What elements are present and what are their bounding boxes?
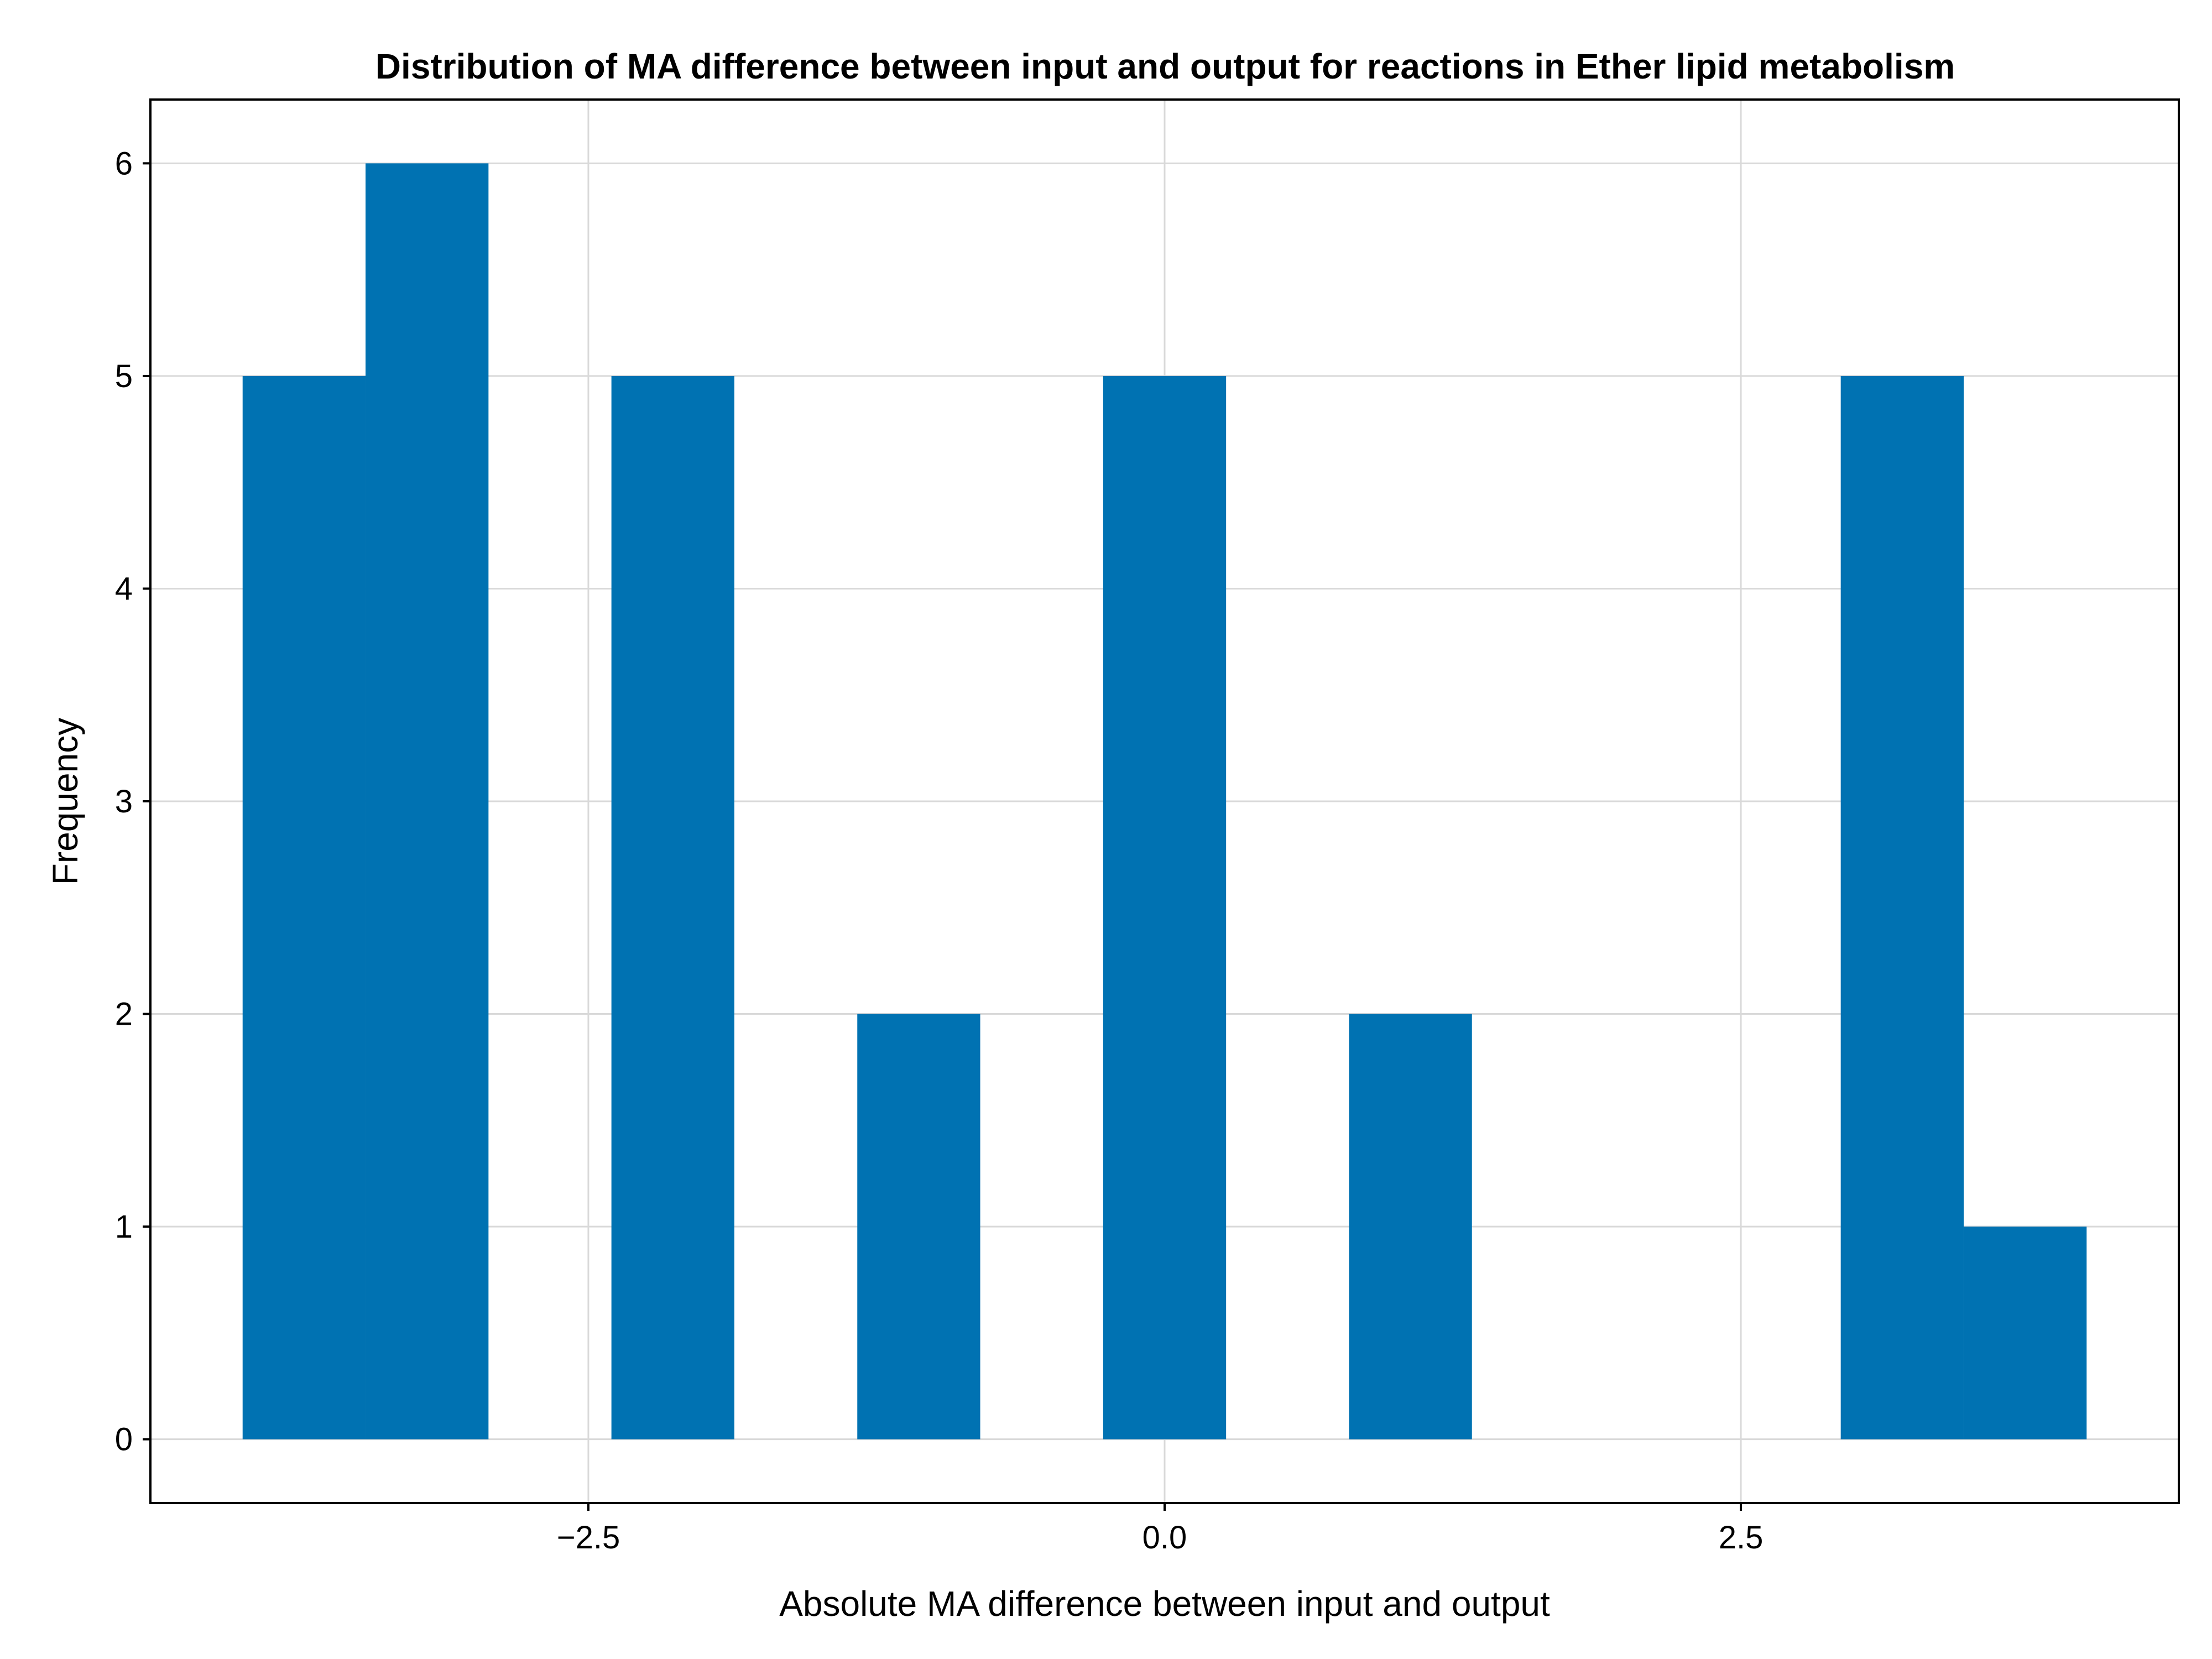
histogram-bar	[857, 1014, 980, 1439]
y-tick-label: 5	[115, 358, 133, 394]
y-tick-label: 3	[115, 784, 133, 820]
histogram-bar	[366, 163, 489, 1439]
x-tick-label: 2.5	[1719, 1520, 1764, 1556]
histogram-bar	[611, 375, 734, 1439]
x-tick-label: 0.0	[1142, 1520, 1187, 1556]
chart-title: Distribution of MA difference between in…	[375, 46, 1955, 86]
y-axis-label: Frequency	[45, 718, 85, 885]
histogram-bar	[242, 375, 366, 1439]
histogram-bars	[242, 163, 2087, 1439]
y-tick-label: 2	[115, 997, 133, 1032]
y-tick-label: 4	[115, 571, 133, 607]
histogram-bar	[1840, 375, 1964, 1439]
y-tick-label: 6	[115, 145, 133, 181]
histogram-bar	[1349, 1014, 1472, 1439]
y-tick-label: 1	[115, 1209, 133, 1245]
axis-ticks: −2.5 0.0 2.5 0 1 2 3 4 5 6	[115, 145, 1764, 1556]
x-axis-label: Absolute MA difference between input and…	[779, 1584, 1550, 1624]
y-tick-label: 0	[115, 1422, 133, 1458]
histogram-bar	[1963, 1227, 2087, 1439]
x-tick-label: −2.5	[557, 1520, 620, 1556]
histogram-bar	[1103, 375, 1227, 1439]
